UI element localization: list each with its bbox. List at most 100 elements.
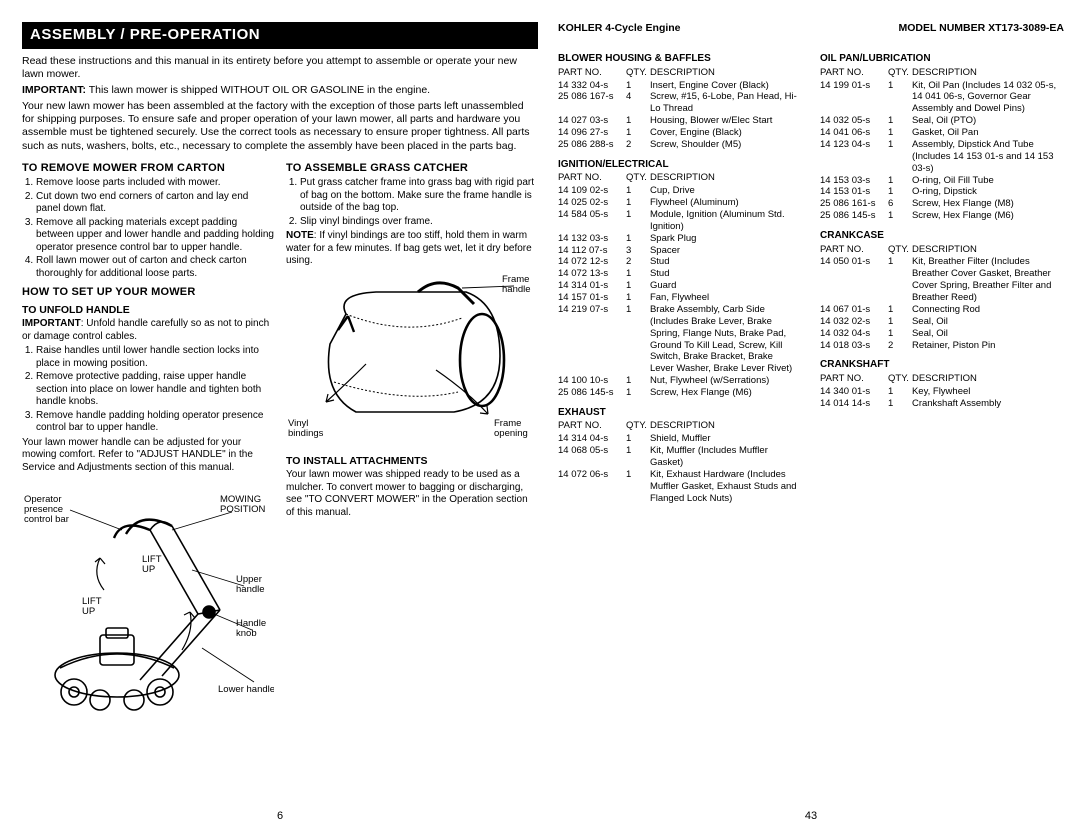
table-row: 25 086 145-s1Screw, Hex Flange (M6) (558, 387, 802, 399)
page-number-right: 43 (558, 802, 1064, 824)
col-qty: QTY. (626, 172, 650, 185)
h-remove-carton: TO REMOVE MOWER FROM CARTON (22, 162, 274, 176)
table-row: 14 025 02-s1Flywheel (Aluminum) (558, 197, 802, 209)
cell-desc: Cup, Drive (650, 185, 802, 197)
table-row: 14 199 01-s1Kit, Oil Pan (Includes 14 03… (820, 80, 1064, 116)
cell-partno: 14 314 01-s (558, 280, 626, 292)
parts-table: PART NO.QTY.DESCRIPTION14 332 04-s1Inser… (558, 67, 802, 151)
engine-title: KOHLER 4-Cycle Engine (558, 22, 681, 35)
cell-partno: 25 086 145-s (820, 210, 888, 222)
left-col-a: TO REMOVE MOWER FROM CARTON Remove loose… (22, 156, 274, 727)
cell-qty: 1 (888, 316, 912, 328)
cell-desc: Kit, Oil Pan (Includes 14 032 05-s, 14 0… (912, 80, 1064, 116)
cell-partno: 14 072 12-s (558, 256, 626, 268)
right-columns: BLOWER HOUSING & BAFFLESPART NO.QTY.DESC… (558, 45, 1064, 504)
cell-qty: 1 (888, 304, 912, 316)
col-desc: DESCRIPTION (650, 172, 802, 185)
cell-partno: 14 032 02-s (820, 316, 888, 328)
col-qty: QTY. (888, 373, 912, 386)
cell-qty: 1 (626, 375, 650, 387)
parts-col-2: OIL PAN/LUBRICATIONPART NO.QTY.DESCRIPTI… (820, 45, 1064, 504)
cell-qty: 2 (626, 139, 650, 151)
cell-desc: Connecting Rod (912, 304, 1064, 316)
cell-qty: 1 (626, 280, 650, 292)
cell-desc: O-ring, Oil Fill Tube (912, 175, 1064, 187)
cell-desc: Spacer (650, 245, 802, 257)
svg-text:handle: handle (236, 584, 265, 595)
col-desc: DESCRIPTION (912, 373, 1064, 386)
table-row: 14 018 03-s2Retainer, Piston Pin (820, 340, 1064, 352)
unfold-important: IMPORTANT: Unfold handle carefully so as… (22, 318, 274, 343)
cell-partno: 14 153 03-s (820, 175, 888, 187)
cell-desc: Stud (650, 268, 802, 280)
grass-list: Put grass catcher frame into grass bag w… (286, 177, 538, 228)
cell-desc: Spark Plug (650, 233, 802, 245)
cell-desc: Brake Assembly, Carb Side (Includes Brak… (650, 304, 802, 375)
cell-desc: Module, Ignition (Aluminum Std. Ignition… (650, 209, 802, 233)
grass-bag-diagram-icon: Frame handle Vinyl bindings Frame openin… (286, 274, 538, 449)
cell-qty: 1 (888, 175, 912, 187)
cell-qty: 1 (888, 186, 912, 198)
cell-qty: 1 (888, 328, 912, 340)
table-row: 25 086 288-s2Screw, Shoulder (M5) (558, 139, 802, 151)
cell-partno: 25 086 167-s (558, 91, 626, 115)
svg-text:bindings: bindings (288, 428, 324, 439)
cell-partno: 14 072 06-s (558, 469, 626, 505)
right-header: KOHLER 4-Cycle Engine MODEL NUMBER XT173… (558, 22, 1064, 35)
table-row: 14 123 04-s1Assembly, Dipstick And Tube … (820, 139, 1064, 175)
cell-qty: 1 (626, 292, 650, 304)
cell-partno: 14 027 03-s (558, 115, 626, 127)
cell-qty: 1 (888, 398, 912, 410)
cell-desc: Assembly, Dipstick And Tube (Includes 14… (912, 139, 1064, 175)
table-row: 25 086 145-s1Screw, Hex Flange (M6) (820, 210, 1064, 222)
list-item: Remove loose parts included with mower. (36, 177, 274, 190)
cell-desc: Seal, Oil (912, 328, 1064, 340)
cell-desc: Guard (650, 280, 802, 292)
cell-partno: 14 199 01-s (820, 80, 888, 116)
table-row: 14 067 01-s1Connecting Rod (820, 304, 1064, 316)
cell-qty: 1 (626, 185, 650, 197)
cell-partno: 14 132 03-s (558, 233, 626, 245)
cell-qty: 3 (626, 245, 650, 257)
parts-table: PART NO.QTY.DESCRIPTION14 314 04-s1Shiel… (558, 420, 802, 504)
cell-qty: 6 (888, 198, 912, 210)
cell-desc: Retainer, Piston Pin (912, 340, 1064, 352)
parts-section-title: IGNITION/ELECTRICAL (558, 159, 802, 172)
parts-section-title: CRANKSHAFT (820, 359, 1064, 372)
cell-desc: Kit, Muffler (Includes Muffler Gasket) (650, 445, 802, 469)
cell-qty: 2 (626, 256, 650, 268)
table-row: 25 086 167-s4Screw, #15, 6-Lobe, Pan Hea… (558, 91, 802, 115)
svg-text:knob: knob (236, 628, 257, 639)
col-desc: DESCRIPTION (912, 244, 1064, 257)
cell-qty: 1 (626, 387, 650, 399)
cell-qty: 1 (626, 209, 650, 233)
right-page: KOHLER 4-Cycle Engine MODEL NUMBER XT173… (552, 22, 1064, 824)
cell-partno: 14 025 02-s (558, 197, 626, 209)
cell-partno: 14 153 01-s (820, 186, 888, 198)
cell-partno: 14 096 27-s (558, 127, 626, 139)
cell-desc: Fan, Flywheel (650, 292, 802, 304)
cell-qty: 1 (888, 127, 912, 139)
table-row: 14 584 05-s1Module, Ignition (Aluminum S… (558, 209, 802, 233)
table-row: 14 032 02-s1Seal, Oil (820, 316, 1064, 328)
parts-table: PART NO.QTY.DESCRIPTION14 340 01-s1Key, … (820, 373, 1064, 410)
cell-desc: Seal, Oil (PTO) (912, 115, 1064, 127)
table-row: 14 314 04-s1Shield, Muffler (558, 433, 802, 445)
cell-qty: 1 (626, 433, 650, 445)
cell-qty: 1 (626, 445, 650, 469)
list-item: Remove handle padding holding operator p… (36, 410, 274, 435)
table-row: 14 072 13-s1Stud (558, 268, 802, 280)
parts-section-title: CRANKCASE (820, 230, 1064, 243)
table-row: 14 332 04-s1Insert, Engine Cover (Black) (558, 80, 802, 92)
list-item: Raise handles until lower handle section… (36, 345, 274, 370)
col-desc: DESCRIPTION (912, 67, 1064, 80)
parts-section-title: EXHAUST (558, 407, 802, 420)
cell-partno: 14 014 14-s (820, 398, 888, 410)
parts-table: PART NO.QTY.DESCRIPTION14 199 01-s1Kit, … (820, 67, 1064, 222)
cell-qty: 1 (888, 210, 912, 222)
cell-desc: Crankshaft Assembly (912, 398, 1064, 410)
cell-desc: Cover, Engine (Black) (650, 127, 802, 139)
col-qty: QTY. (626, 67, 650, 80)
cell-desc: Screw, Hex Flange (M6) (650, 387, 802, 399)
table-row: 14 153 01-s1O-ring, Dipstick (820, 186, 1064, 198)
